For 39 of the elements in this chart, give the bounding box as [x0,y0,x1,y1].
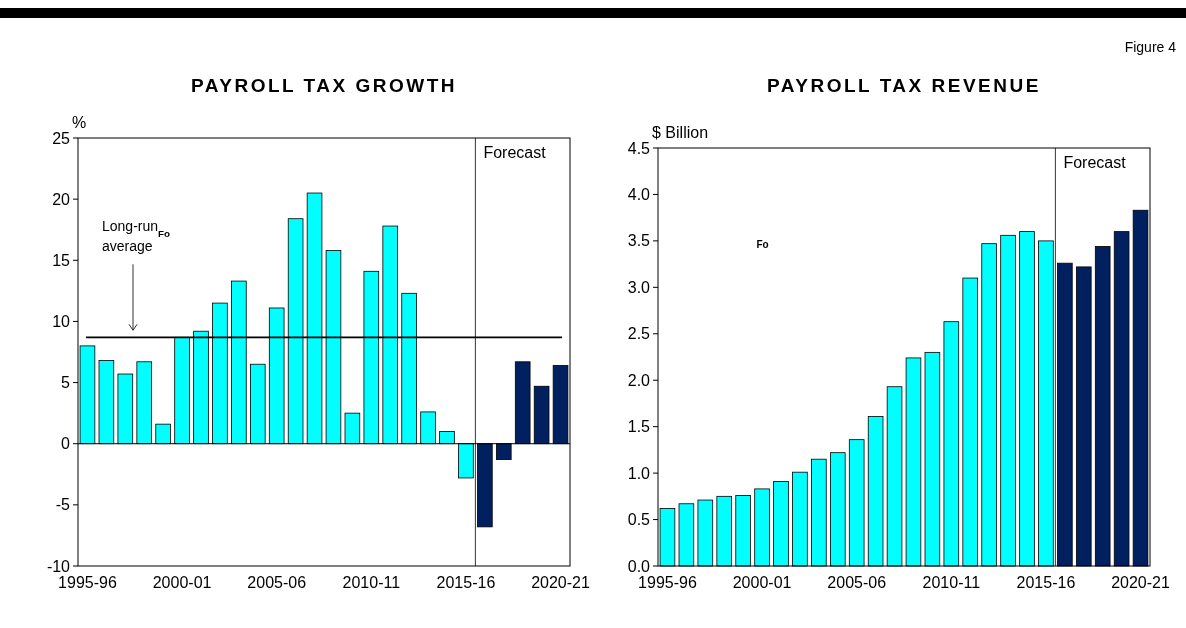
chart-title: PAYROLL TAX GROWTH [191,75,457,96]
x-tick-label: 1995-96 [638,574,697,591]
y-tick-label: 2.5 [627,325,651,343]
y-tick-label: -5 [55,496,71,514]
x-tick-label: 2020-21 [1111,574,1170,591]
x-tick-label: 1995-96 [58,574,117,591]
y-tick-label: 2.0 [627,371,651,389]
x-tick-label: 2000-01 [732,574,792,591]
x-tick-label: 2005-06 [827,574,887,591]
chart-title: PAYROLL TAX REVENUE [767,75,1041,96]
annotation: Forecast [483,144,547,161]
ref-line-label: Long-run$_{Fo}$ average [102,218,171,255]
y-tick-label: 4.0 [627,186,651,204]
y-tick-label: 1.5 [627,418,651,436]
x-tick-label: 2010-11 [922,574,981,591]
x-tick-label: 2015-16 [436,574,496,591]
y-tick-label: 3.5 [627,232,651,250]
y-tick-label: -10 [46,557,71,575]
y-axis-title: % [72,114,87,131]
annotation: Forecast [1063,154,1127,171]
y-tick-label: 0.0 [627,557,651,575]
y-tick-label: 3.0 [627,278,651,296]
y-tick-label: 5 [61,374,71,392]
x-tick-label: 2010-11 [342,574,401,591]
y-axis-title: $ Billion [652,124,709,141]
y-tick-label: 1.0 [627,464,651,482]
y-tick-label: 20 [52,190,71,208]
y-tick-label: 10 [52,313,71,331]
x-tick-label: 2020-21 [531,574,590,591]
x-tick-label: 2005-06 [247,574,307,591]
y-tick-label: 0.5 [627,511,651,529]
caption: Figure 4 [1124,39,1177,55]
y-tick-label: 15 [52,251,71,269]
annotation: Fo [756,239,769,251]
x-tick-label: 2015-16 [1016,574,1076,591]
y-tick-label: 25 [52,129,71,147]
y-tick-label: 4.5 [627,139,651,157]
x-tick-label: 2000-01 [152,574,212,591]
y-tick-label: 0 [61,435,71,453]
